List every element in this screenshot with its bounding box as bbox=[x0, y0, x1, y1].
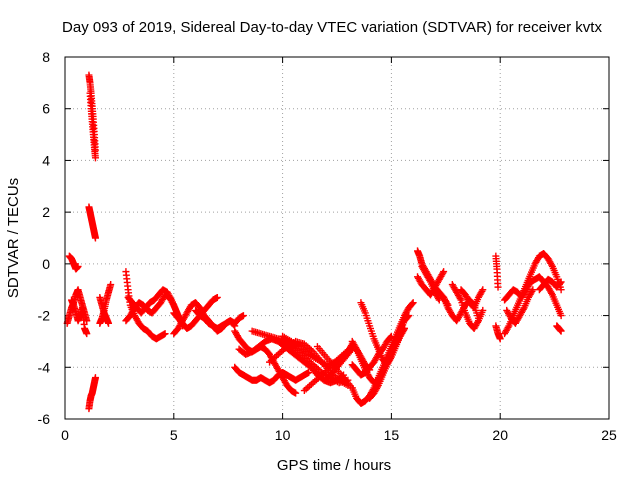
series-seg37 bbox=[492, 322, 504, 343]
series-seg9 bbox=[96, 293, 113, 327]
x-tick-label: 15 bbox=[384, 427, 400, 443]
data-point bbox=[556, 279, 564, 287]
data-point bbox=[74, 262, 82, 270]
series-seg5 bbox=[86, 89, 99, 162]
series-seg24 bbox=[322, 345, 356, 384]
data-point bbox=[405, 312, 413, 320]
data-point bbox=[239, 312, 247, 320]
data-point bbox=[91, 234, 99, 242]
data-point bbox=[528, 287, 536, 295]
series-seg7 bbox=[85, 374, 99, 413]
y-tick-label: 6 bbox=[42, 101, 50, 117]
data-point bbox=[373, 383, 381, 391]
data-point bbox=[91, 154, 99, 162]
data-point bbox=[83, 330, 91, 338]
data-point bbox=[529, 286, 537, 294]
data-point bbox=[548, 289, 556, 297]
data-point bbox=[292, 389, 300, 397]
data-point bbox=[365, 365, 373, 373]
data-point bbox=[230, 321, 238, 329]
x-tick-label: 5 bbox=[170, 427, 178, 443]
x-tick-label: 25 bbox=[601, 427, 617, 443]
x-tick-label: 0 bbox=[61, 427, 69, 443]
data-point bbox=[426, 276, 434, 284]
plot-frame bbox=[64, 56, 610, 420]
data-point bbox=[347, 347, 355, 355]
data-point bbox=[400, 326, 408, 334]
chart-title: Day 093 of 2019, Sidereal Day-to-day VTE… bbox=[62, 19, 602, 36]
series-seg14 bbox=[170, 293, 221, 332]
series-seg15 bbox=[192, 306, 239, 335]
series-seg6 bbox=[85, 203, 99, 242]
data-point bbox=[496, 335, 504, 343]
data-point bbox=[494, 283, 502, 291]
data-point bbox=[434, 295, 442, 303]
series-seg3 bbox=[68, 296, 91, 338]
data-point bbox=[167, 295, 175, 303]
data-point bbox=[557, 286, 565, 294]
data-point bbox=[387, 333, 395, 341]
series-seg42 bbox=[535, 275, 565, 294]
data-point bbox=[387, 332, 395, 340]
x-tick-label: 10 bbox=[275, 427, 291, 443]
data-point bbox=[409, 299, 417, 307]
x-axis-label: GPS time / hours bbox=[277, 457, 391, 474]
series-seg1 bbox=[65, 252, 82, 273]
data-point bbox=[305, 368, 313, 376]
data-point bbox=[557, 312, 565, 320]
series-seg35 bbox=[448, 281, 487, 332]
data-point bbox=[479, 306, 487, 314]
y-tick-label: 2 bbox=[42, 204, 50, 220]
y-axis-label: SDTVAR / TECUs bbox=[5, 178, 22, 298]
data-point bbox=[91, 374, 99, 382]
data-point bbox=[400, 325, 408, 332]
series-seg16 bbox=[231, 363, 313, 387]
series-seg38 bbox=[492, 252, 502, 291]
data-point bbox=[107, 281, 115, 289]
data-point bbox=[408, 300, 416, 308]
series-seg41 bbox=[503, 286, 537, 327]
y-tick-label: -4 bbox=[38, 359, 51, 375]
axis-ticks: 0 5 10 15 20 25 -6 -4 -2 0 2 4 6 8 bbox=[38, 49, 617, 443]
data-point bbox=[366, 366, 374, 374]
data-point bbox=[440, 268, 448, 276]
series-seg43 bbox=[553, 322, 565, 335]
data-point bbox=[557, 278, 565, 286]
data-point bbox=[105, 319, 113, 327]
data-point bbox=[404, 313, 412, 321]
y-tick-label: -2 bbox=[38, 308, 51, 324]
series-seg29 bbox=[366, 325, 408, 402]
data-point bbox=[478, 287, 486, 295]
y-tick-label: 8 bbox=[42, 49, 50, 65]
data-point bbox=[519, 305, 527, 313]
data-point bbox=[504, 323, 512, 331]
data-points bbox=[63, 71, 565, 413]
data-point bbox=[213, 293, 221, 301]
y-tick-label: 4 bbox=[42, 152, 50, 168]
data-point bbox=[474, 318, 482, 326]
grid-lines bbox=[65, 57, 609, 419]
series-seg40 bbox=[501, 273, 565, 320]
data-point bbox=[557, 327, 565, 335]
series-seg36 bbox=[457, 286, 487, 312]
data-point bbox=[439, 269, 447, 277]
data-point bbox=[161, 330, 169, 338]
series-seg30 bbox=[348, 337, 374, 374]
data-point bbox=[456, 295, 464, 303]
y-tick-label: 0 bbox=[42, 256, 50, 272]
series-seg33 bbox=[418, 262, 443, 304]
x-tick-label: 20 bbox=[492, 427, 508, 443]
data-point bbox=[479, 286, 487, 294]
data-point bbox=[548, 261, 556, 269]
y-tick-label: -6 bbox=[38, 411, 51, 427]
